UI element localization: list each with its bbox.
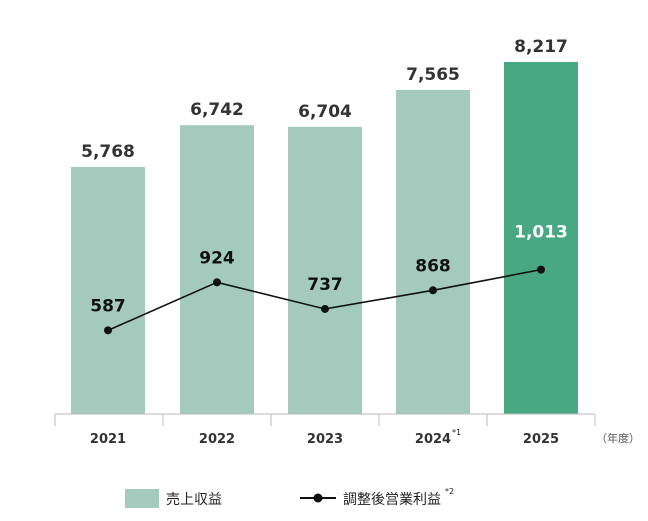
legend-marker-profit xyxy=(313,493,323,503)
legend: 売上収益 調整後営業利益 *2 xyxy=(125,487,454,508)
legend-label-revenue: 売上収益 xyxy=(166,492,222,508)
x-axis-unit: （年度） xyxy=(596,431,640,445)
line-series-group xyxy=(104,265,545,335)
bar-value-labels: 5,768 6,742 6,704 7,565 8,217 xyxy=(81,37,568,162)
bar-value-label-2022: 6,742 xyxy=(190,100,244,120)
bars-group xyxy=(71,62,578,415)
x-tick-2024: 2024 xyxy=(415,432,451,447)
legend-note-profit: *2 xyxy=(445,487,454,496)
bar-2024 xyxy=(396,89,470,414)
x-tick-2023: 2023 xyxy=(307,432,343,447)
x-tick-2022: 2022 xyxy=(199,432,235,447)
profit-value-label-2021: 587 xyxy=(90,296,126,316)
profit-value-label-2023: 737 xyxy=(307,275,343,295)
line-value-labels: 587 924 737 868 1,013 xyxy=(90,223,568,317)
x-tick-2021: 2021 xyxy=(90,432,126,447)
bar-value-label-2021: 5,768 xyxy=(81,142,135,162)
bar-value-label-2023: 6,704 xyxy=(298,102,352,122)
profit-value-label-2024: 868 xyxy=(415,256,451,276)
x-tick-2025: 2025 xyxy=(523,432,559,447)
legend-label-profit: 調整後営業利益 xyxy=(343,492,441,508)
bar-2025 xyxy=(504,62,578,414)
x-axis-dividers xyxy=(54,414,596,426)
bar-2023 xyxy=(288,126,362,415)
profit-point-2023 xyxy=(321,304,329,313)
x-axis-ticks: 2021 2022 2023 2024 *1 2025 xyxy=(90,428,559,447)
profit-point-2024 xyxy=(429,286,437,295)
profit-point-2025 xyxy=(537,265,545,274)
profit-point-2021 xyxy=(104,326,112,335)
bar-2022 xyxy=(180,125,254,414)
profit-value-label-2022: 924 xyxy=(199,248,235,268)
bar-value-label-2024: 7,565 xyxy=(406,65,460,85)
profit-point-2022 xyxy=(213,278,221,287)
legend-swatch-revenue xyxy=(125,489,159,508)
bar-value-label-2025: 8,217 xyxy=(514,37,568,57)
x-tick-note-2024: *1 xyxy=(452,428,461,437)
profit-value-label-2025: 1,013 xyxy=(514,223,568,243)
bar-2021 xyxy=(71,166,145,414)
